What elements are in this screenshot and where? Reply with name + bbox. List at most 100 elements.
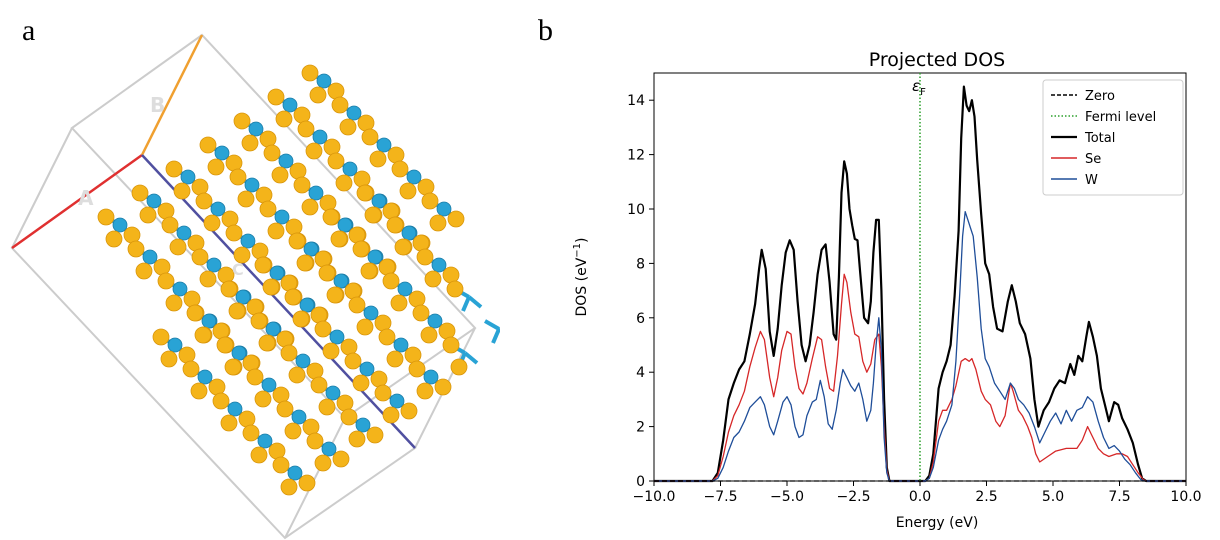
se-atom <box>335 174 353 192</box>
w-atom <box>112 217 128 233</box>
se-atom <box>263 144 281 162</box>
cell-axis-label-b: B <box>150 93 165 117</box>
se-atom <box>254 390 272 408</box>
se-atom <box>275 110 293 128</box>
se-atom <box>289 162 307 180</box>
w-atom <box>397 281 413 297</box>
w-atom <box>167 337 183 353</box>
w-atom <box>423 369 439 385</box>
w-atom <box>299 297 315 313</box>
panel-label-b: b <box>538 14 553 47</box>
se-atom <box>356 184 374 202</box>
se-atom <box>271 166 289 184</box>
cell-edge <box>284 417 346 539</box>
se-atom <box>191 248 209 266</box>
se-atom <box>268 442 286 460</box>
w-atom <box>431 257 447 273</box>
se-atom <box>97 208 115 226</box>
se-atom <box>302 418 320 436</box>
y-axis-label-sup: −1 <box>572 243 583 258</box>
w-atom <box>295 353 311 369</box>
se-atom <box>220 414 238 432</box>
se-atom <box>378 328 396 346</box>
x-tick-label: 10.0 <box>1170 489 1201 505</box>
se-atom <box>394 238 412 256</box>
se-atom <box>187 234 205 252</box>
series-line-w <box>654 211 1186 482</box>
se-atom <box>160 350 178 368</box>
y-tick-label: 4 <box>636 365 645 381</box>
se-atom <box>105 230 123 248</box>
se-atom <box>434 378 452 396</box>
se-atom <box>340 408 358 426</box>
se-atom <box>267 222 285 240</box>
se-atom <box>254 256 272 274</box>
se-atom <box>233 112 251 130</box>
y-tick-label: 0 <box>636 474 645 490</box>
fermi-level-label: εF <box>912 77 926 98</box>
w-atom <box>325 385 341 401</box>
se-atom <box>357 114 375 132</box>
bond <box>467 295 483 309</box>
bond <box>484 319 500 331</box>
se-atom <box>280 478 298 496</box>
chart-legend: Zero Fermi level Total Se W <box>1042 79 1184 196</box>
se-atom <box>348 430 366 448</box>
se-atom <box>412 234 430 252</box>
se-atom <box>152 328 170 346</box>
se-atom <box>199 136 217 154</box>
se-atom <box>327 152 345 170</box>
se-atom <box>194 326 212 344</box>
x-tick-label: −2.5 <box>837 489 871 505</box>
x-tick-label: 7.5 <box>1108 489 1130 505</box>
se-atom <box>262 278 280 296</box>
w-atom <box>312 129 328 145</box>
se-atom <box>382 272 400 290</box>
w-atom <box>235 289 251 305</box>
se-atom <box>391 160 409 178</box>
x-tick-label: −5.0 <box>770 489 804 505</box>
se-atom <box>374 384 392 402</box>
se-atom <box>327 82 345 100</box>
se-atom <box>344 282 362 300</box>
se-atom <box>382 202 400 220</box>
se-atom <box>331 96 349 114</box>
se-atom <box>276 400 294 418</box>
se-atom <box>225 154 243 172</box>
se-atom <box>332 450 350 468</box>
cell-axis-a <box>11 153 143 250</box>
se-atom <box>390 294 408 312</box>
se-atom <box>285 218 303 236</box>
se-atom <box>225 224 243 242</box>
se-atom <box>288 366 306 384</box>
se-atom <box>221 210 239 228</box>
se-atom <box>296 254 314 272</box>
w-atom <box>316 73 332 89</box>
bond <box>491 328 500 344</box>
w-atom <box>282 97 298 113</box>
w-atom <box>303 241 319 257</box>
se-atom <box>305 142 323 160</box>
w-atom <box>172 281 188 297</box>
legend-frame <box>1042 79 1184 196</box>
se-atom <box>323 138 341 156</box>
se-atom <box>446 280 464 298</box>
se-atom <box>259 200 277 218</box>
se-atom <box>306 432 324 450</box>
w-atom <box>355 417 371 433</box>
se-atom <box>348 226 366 244</box>
se-atom <box>360 262 378 280</box>
se-atom <box>378 258 396 276</box>
se-atom <box>400 402 418 420</box>
se-atom <box>135 262 153 280</box>
se-atom <box>259 130 277 148</box>
se-atom <box>322 208 340 226</box>
se-atom <box>322 342 340 360</box>
legend-label-total: Total <box>1084 131 1115 146</box>
se-atom <box>310 376 328 394</box>
se-atom <box>153 258 171 276</box>
w-atom <box>401 225 417 241</box>
se-atom <box>424 270 442 288</box>
se-atom <box>191 178 209 196</box>
y-axis-label-main: DOS (eV <box>574 257 590 316</box>
